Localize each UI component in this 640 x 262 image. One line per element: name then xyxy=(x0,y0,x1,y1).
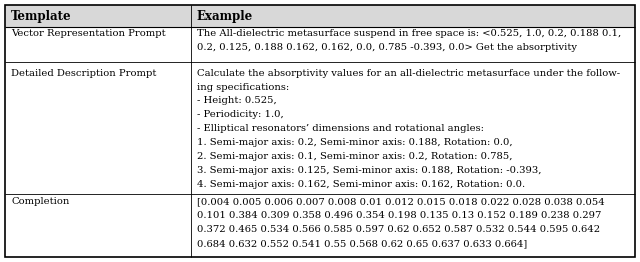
Text: 4. Semi-major axis: 0.162, Semi-minor axis: 0.162, Rotation: 0.0.: 4. Semi-major axis: 0.162, Semi-minor ax… xyxy=(197,180,525,189)
Text: 0.2, 0.125, 0.188 0.162, 0.162, 0.0, 0.785 -0.393, 0.0> Get the absorptivity: 0.2, 0.125, 0.188 0.162, 0.162, 0.0, 0.7… xyxy=(197,43,577,52)
Text: 0.684 0.632 0.552 0.541 0.55 0.568 0.62 0.65 0.637 0.633 0.664]: 0.684 0.632 0.552 0.541 0.55 0.568 0.62 … xyxy=(197,239,527,248)
Text: Calculate the absorptivity values for an all-dielectric metasurface under the fo: Calculate the absorptivity values for an… xyxy=(197,69,620,78)
Text: 0.101 0.384 0.309 0.358 0.496 0.354 0.198 0.135 0.13 0.152 0.189 0.238 0.297: 0.101 0.384 0.309 0.358 0.496 0.354 0.19… xyxy=(197,211,601,220)
Bar xyxy=(5,5,635,27)
Text: - Elliptical resonators’ dimensions and rotational angles:: - Elliptical resonators’ dimensions and … xyxy=(197,124,484,133)
Text: Completion: Completion xyxy=(11,198,69,206)
Text: ing specifications:: ing specifications: xyxy=(197,83,289,91)
Text: Detailed Description Prompt: Detailed Description Prompt xyxy=(11,69,156,78)
Text: Vector Representation Prompt: Vector Representation Prompt xyxy=(11,29,166,38)
Text: Template: Template xyxy=(11,10,72,23)
Text: The All-dielectric metasurface suspend in free space is: <0.525, 1.0, 0.2, 0.188: The All-dielectric metasurface suspend i… xyxy=(197,29,621,38)
Text: Example: Example xyxy=(197,10,253,23)
Text: - Periodicity: 1.0,: - Periodicity: 1.0, xyxy=(197,110,284,119)
Text: 3. Semi-major axis: 0.125, Semi-minor axis: 0.188, Rotation: -0.393,: 3. Semi-major axis: 0.125, Semi-minor ax… xyxy=(197,166,541,175)
Text: 0.372 0.465 0.534 0.566 0.585 0.597 0.62 0.652 0.587 0.532 0.544 0.595 0.642: 0.372 0.465 0.534 0.566 0.585 0.597 0.62… xyxy=(197,225,600,234)
Text: 2. Semi-major axis: 0.1, Semi-minor axis: 0.2, Rotation: 0.785,: 2. Semi-major axis: 0.1, Semi-minor axis… xyxy=(197,152,513,161)
Text: [0.004 0.005 0.006 0.007 0.008 0.01 0.012 0.015 0.018 0.022 0.028 0.038 0.054: [0.004 0.005 0.006 0.007 0.008 0.01 0.01… xyxy=(197,198,605,206)
Text: - Height: 0.525,: - Height: 0.525, xyxy=(197,96,276,105)
Text: 1. Semi-major axis: 0.2, Semi-minor axis: 0.188, Rotation: 0.0,: 1. Semi-major axis: 0.2, Semi-minor axis… xyxy=(197,138,513,147)
